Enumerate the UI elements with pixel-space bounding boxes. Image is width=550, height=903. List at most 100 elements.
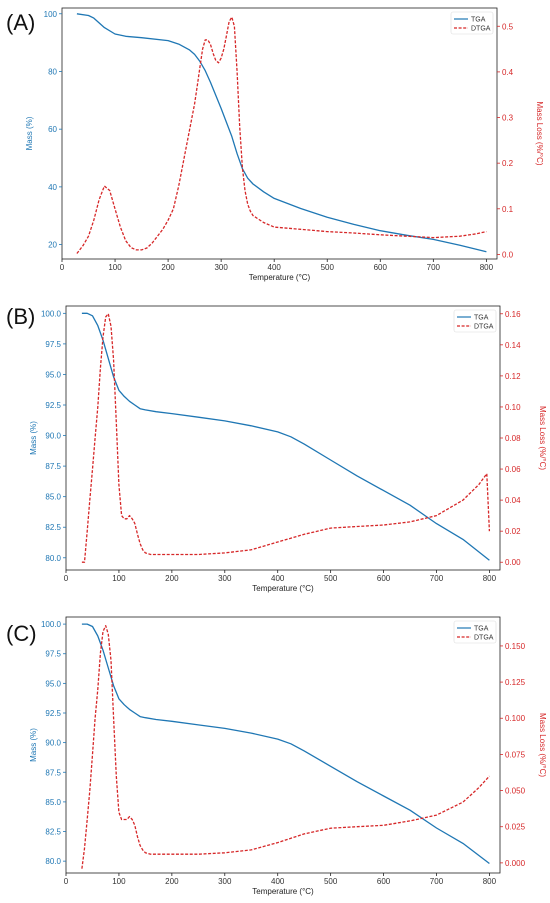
y-tick-label: 80.0	[45, 857, 61, 866]
x-tick-label: 400	[268, 263, 282, 272]
legend-label-tga: TGA	[474, 315, 489, 322]
y-tick-label: 80.0	[45, 554, 61, 563]
y2-tick-label: 0.5	[502, 22, 514, 31]
series-dtga-line	[76, 16, 487, 254]
y2-tick-label: 0.100	[505, 714, 526, 723]
y-tick-label: 85.0	[45, 493, 61, 502]
series-tga-line	[81, 623, 490, 865]
plot-frame	[61, 7, 498, 260]
x-tick-label: 800	[480, 263, 494, 272]
chart-a-svg: 0 100 200 300 400 500 600 700 800 20 40 60 80 100 0.0 0…	[25, 7, 544, 282]
panel-label-b: (B)	[6, 304, 36, 329]
y2-tick-label: 0.1	[502, 205, 514, 214]
x-tick-label: 700	[430, 574, 444, 583]
x-tick-label: 500	[324, 877, 338, 886]
plot-frame	[65, 616, 501, 874]
y2-tick-label: 0.4	[502, 68, 514, 77]
x-tick-label: 100	[112, 877, 126, 886]
chart-b-svg: 0 100 200 300 400 500 600 700 800 80.0 82.5 85.0 87.…	[29, 305, 547, 593]
x-tick-label: 600	[374, 263, 388, 272]
legend-label-dtga: DTGA	[474, 324, 494, 331]
y2-tick-label: 0.125	[505, 678, 526, 687]
x-tick-label: 700	[430, 877, 444, 886]
y2-axis-label: Mass Loss (%/°C)	[535, 101, 544, 165]
x-axis-label: Temperature (°C)	[252, 584, 314, 593]
x-tick-label: 400	[271, 877, 285, 886]
y2-tick-label: 0.0	[502, 250, 514, 259]
y-tick-label: 95.0	[45, 370, 61, 379]
x-tick-label: 100	[108, 263, 122, 272]
y2-tick-label: 0.02	[505, 527, 521, 536]
legend-label-dtga: DTGA	[474, 635, 494, 642]
legend-label-tga: TGA	[471, 17, 486, 24]
x-tick-label: 200	[165, 574, 179, 583]
x-axis-label: Temperature (°C)	[252, 887, 314, 896]
y2-tick-label: 0.000	[505, 859, 526, 868]
y-tick-label: 100	[44, 10, 58, 19]
x-tick-label: 600	[377, 877, 391, 886]
x-axis-label: Temperature (°C)	[249, 273, 311, 282]
y2-tick-label: 0.2	[502, 159, 514, 168]
x-tick-label: 500	[324, 574, 338, 583]
y2-axis-label: Mass Loss (%/°C)	[538, 713, 547, 777]
y-tick-label: 85.0	[45, 798, 61, 807]
x-tick-label: 0	[60, 263, 65, 272]
legend-label-dtga: DTGA	[471, 26, 491, 33]
series-dtga-line	[81, 625, 490, 869]
y-tick-label: 92.5	[45, 709, 61, 718]
y-tick-label: 82.5	[45, 523, 61, 532]
panel-label-a: (A)	[6, 10, 36, 35]
y2-tick-label: 0.12	[505, 372, 521, 381]
y2-tick-label: 0.10	[505, 403, 521, 412]
x-tick-label: 200	[165, 877, 179, 886]
y-tick-label: 87.5	[45, 768, 61, 777]
x-tick-label: 0	[64, 574, 69, 583]
panel-label-c: (C)	[6, 621, 37, 646]
y-axis-label: Mass (%)	[29, 728, 38, 762]
chart-c-svg: 0 100 200 300 400 500 600 700 800 80.0 82.5 85.0 87.…	[29, 616, 547, 896]
y-tick-label: 80	[48, 67, 57, 76]
y-tick-label: 90.0	[45, 432, 61, 441]
series-tga-line	[81, 312, 490, 561]
x-tick-label: 100	[112, 574, 126, 583]
x-tick-label: 300	[218, 574, 232, 583]
y-tick-label: 100.0	[41, 309, 62, 318]
y2-tick-label: 0.075	[505, 750, 526, 759]
x-tick-label: 800	[483, 574, 497, 583]
y-tick-label: 40	[48, 183, 57, 192]
y2-tick-label: 0.04	[505, 496, 521, 505]
y-axis-label: Mass (%)	[25, 116, 34, 150]
plot-frame	[65, 305, 501, 571]
y2-tick-label: 0.025	[505, 823, 526, 832]
y2-tick-label: 0.00	[505, 558, 521, 567]
y-tick-label: 100.0	[41, 620, 62, 629]
y-tick-label: 97.5	[45, 340, 61, 349]
y-tick-label: 92.5	[45, 401, 61, 410]
y2-tick-label: 0.14	[505, 341, 521, 350]
y2-tick-label: 0.150	[505, 642, 526, 651]
y-axis-label: Mass (%)	[29, 421, 38, 455]
y-tick-label: 97.5	[45, 650, 61, 659]
legend-label-tga: TGA	[474, 626, 489, 633]
x-tick-label: 500	[321, 263, 335, 272]
x-tick-label: 400	[271, 574, 285, 583]
chart-panel-b: (B) 0 100 200 300 400 500 600 700 800 80.0 82.5 85.…	[0, 300, 550, 600]
y2-tick-label: 0.06	[505, 465, 521, 474]
x-tick-label: 0	[64, 877, 69, 886]
x-tick-label: 600	[377, 574, 391, 583]
y-tick-label: 95.0	[45, 679, 61, 688]
y-tick-label: 90.0	[45, 739, 61, 748]
y2-tick-label: 0.3	[502, 114, 514, 123]
y2-axis-label: Mass Loss (%/°C)	[538, 406, 547, 470]
y2-tick-label: 0.16	[505, 310, 521, 319]
y-tick-label: 82.5	[45, 828, 61, 837]
chart-panel-c: (C) 0 100 200 300 400 500 600 700 800 80.0 82.5 85.…	[0, 603, 550, 903]
x-tick-label: 800	[483, 877, 497, 886]
y-tick-label: 20	[48, 241, 57, 250]
x-tick-label: 700	[427, 263, 441, 272]
y-tick-label: 87.5	[45, 462, 61, 471]
x-tick-label: 300	[214, 263, 228, 272]
series-tga-line	[76, 13, 487, 253]
x-tick-label: 200	[161, 263, 175, 272]
y-tick-label: 60	[48, 125, 57, 134]
